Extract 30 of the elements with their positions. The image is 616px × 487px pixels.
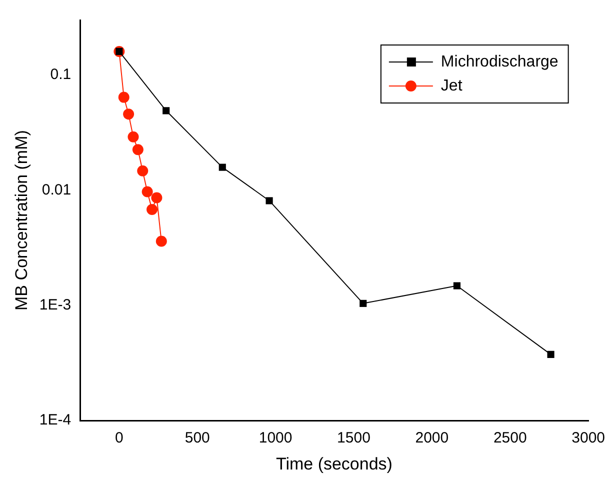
point [218,164,226,171]
x-tick-label: 2500 [493,430,527,447]
point [156,236,167,247]
point [118,92,130,103]
y-tick-label: 1E-4 [39,412,72,429]
x-tick-label: 3000 [572,430,606,447]
y-axis-title: MB Concentration (mM) [12,130,31,311]
point [266,197,273,204]
point [137,165,148,176]
x-tick-label: 1500 [337,430,370,447]
x-tick-label: 0 [115,430,124,447]
x-tick-label: 500 [184,430,210,447]
point [142,186,153,198]
point [547,350,554,358]
point [162,107,170,114]
point [128,131,139,142]
y-tick-label: 0.1 [50,66,72,84]
point [453,282,460,290]
point [146,204,158,215]
x-axis-title: Time (seconds) [276,454,392,474]
point [132,144,144,156]
x-tick-label: 1000 [258,430,292,447]
point [151,192,162,204]
y-tick-label: 0.01 [42,181,72,198]
x-tick-label: 2000 [415,430,449,447]
y-tick-label: 1E-3 [39,296,72,314]
legend-label: Michrodischarge [440,53,558,70]
legend-label: Jet [440,77,463,94]
point [123,108,134,120]
point [360,300,367,307]
